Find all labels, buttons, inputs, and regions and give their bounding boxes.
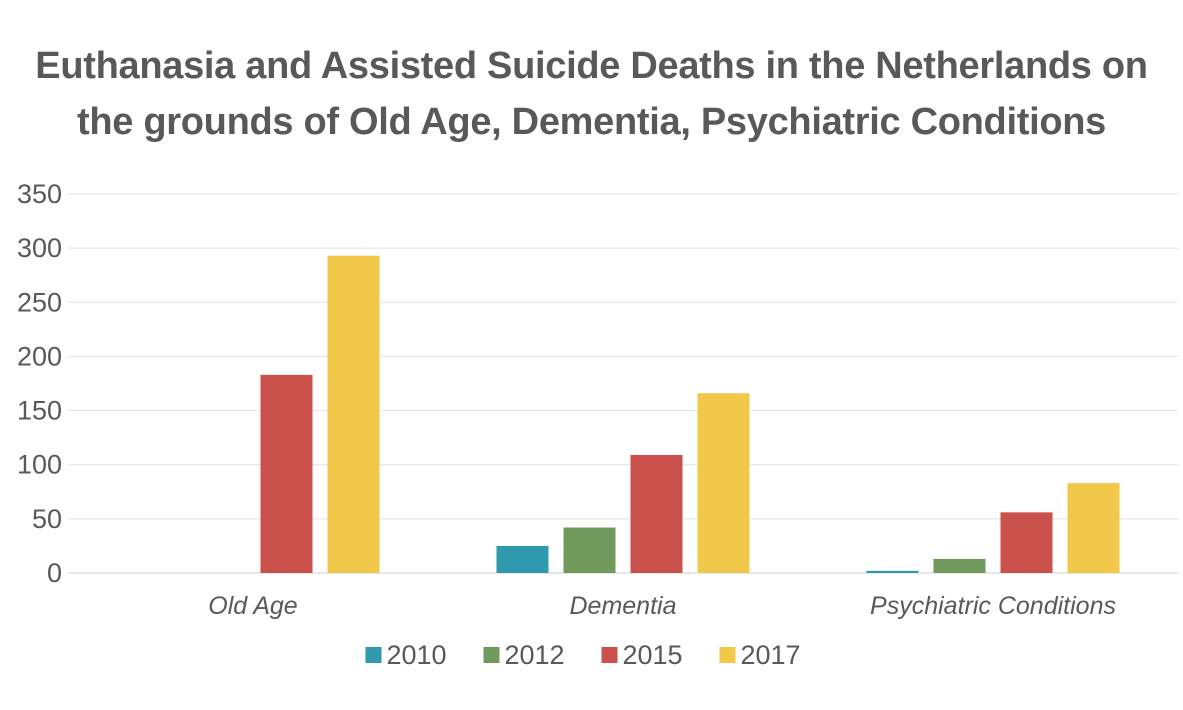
- y-tick-label-0: 0: [47, 558, 62, 588]
- bar-psychiatric-conditions-2017: [1067, 483, 1120, 573]
- legend-label-2015: 2015: [623, 640, 683, 670]
- x-tick-label-old-age: Old Age: [208, 592, 297, 620]
- y-tick-label-50: 50: [32, 504, 62, 534]
- x-tick-label-psychiatric-conditions: Psychiatric Conditions: [870, 592, 1116, 620]
- chart-title-line-1: Euthanasia and Assisted Suicide Deaths i…: [35, 45, 1148, 87]
- bar-old-age-2017: [327, 255, 380, 574]
- y-tick-label-150: 150: [17, 396, 62, 426]
- legend-label-2010: 2010: [387, 640, 447, 670]
- legend-swatch-2017: [719, 647, 736, 663]
- x-axis: Old Age Dementia Psychiatric Conditions: [208, 592, 1116, 620]
- bar-dementia-2017: [697, 393, 750, 573]
- y-axis: 0 50 100 150 200 250 300 350: [17, 179, 62, 588]
- y-tick-label-100: 100: [17, 450, 62, 480]
- legend: 2010 2012 2015 2017: [365, 640, 801, 670]
- legend-swatch-2012: [483, 647, 500, 663]
- bar-psychiatric-conditions-2010: [866, 570, 919, 573]
- chart-title-line-2: the grounds of Old Age, Dementia, Psychi…: [76, 101, 1107, 143]
- bar-old-age-2015: [260, 374, 313, 573]
- y-tick-label-250: 250: [17, 287, 62, 317]
- y-tick-label-350: 350: [17, 179, 62, 209]
- y-tick-label-300: 300: [17, 233, 62, 263]
- legend-label-2012: 2012: [505, 640, 565, 670]
- legend-label-2017: 2017: [741, 640, 801, 670]
- chart-title: Euthanasia and Assisted Suicide Deaths i…: [0, 38, 1183, 150]
- bar-psychiatric-conditions-2012: [933, 558, 986, 573]
- gridlines: [68, 193, 1178, 574]
- y-tick-label-200: 200: [17, 341, 62, 371]
- bars: [260, 255, 1120, 574]
- bar-psychiatric-conditions-2015: [1000, 512, 1053, 573]
- legend-swatch-2015: [601, 647, 618, 663]
- bar-dementia-2010: [496, 545, 549, 573]
- bar-dementia-2012: [563, 527, 616, 573]
- bar-dementia-2015: [630, 454, 683, 573]
- legend-swatch-2010: [365, 647, 382, 663]
- x-tick-label-dementia: Dementia: [570, 592, 677, 620]
